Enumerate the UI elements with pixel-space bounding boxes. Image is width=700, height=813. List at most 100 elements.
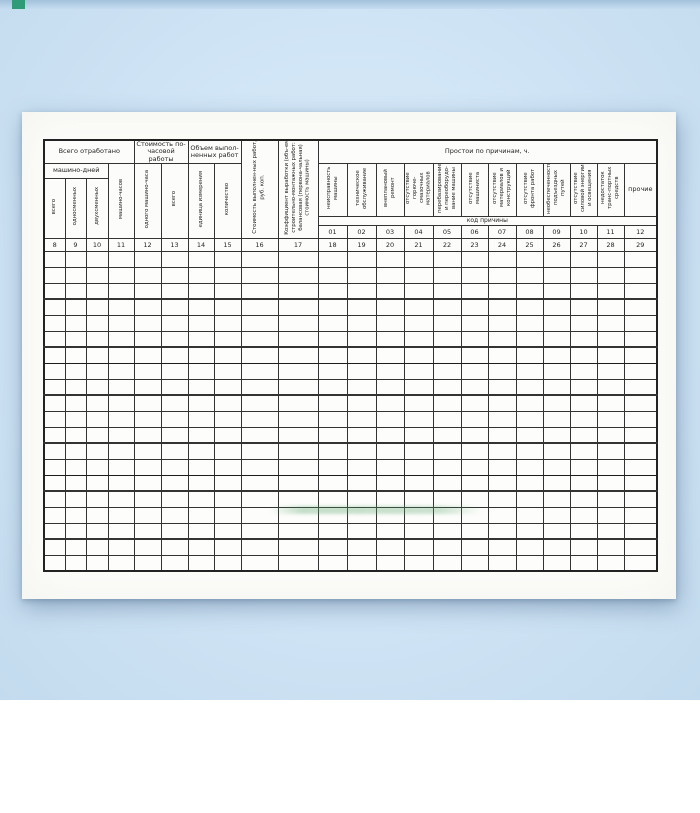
empty-cell [432, 426, 462, 445]
empty-cell [487, 378, 517, 397]
empty-cell [623, 506, 658, 524]
col-cause-unplanned-repair: внеплановый ремонт [375, 162, 405, 217]
empty-cell [569, 490, 598, 508]
empty-cell [107, 330, 135, 349]
cause-code-label: код причины [317, 215, 658, 226]
cause-code: 02 [346, 224, 377, 239]
empty-cell [240, 282, 279, 301]
empty-cell [542, 506, 571, 524]
empty-cell [487, 330, 517, 349]
empty-cell [277, 330, 319, 349]
empty-cell [213, 298, 242, 316]
empty-cell [346, 554, 377, 572]
empty-cell [277, 458, 319, 476]
empty-cell [432, 554, 462, 572]
empty-cell [160, 394, 189, 412]
empty-cell [160, 378, 189, 397]
empty-cell [187, 490, 215, 508]
empty-cell [432, 378, 462, 397]
empty-cell [346, 330, 377, 349]
empty-cell [160, 442, 189, 460]
empty-cell [213, 474, 242, 493]
empty-cell [515, 346, 544, 364]
col-cause-machine-failure: неисправность машины [317, 162, 348, 217]
empty-cell [432, 394, 462, 412]
empty-cell [187, 410, 215, 428]
empty-cell [160, 362, 189, 380]
empty-cell [277, 266, 319, 284]
empty-cell [240, 426, 279, 445]
empty-cell [240, 506, 279, 524]
empty-cell [240, 250, 279, 268]
empty-cell [43, 282, 66, 301]
table-row [43, 410, 658, 428]
empty-cell [569, 362, 598, 380]
empty-cell [432, 490, 462, 508]
empty-cell [213, 250, 242, 268]
empty-cell [187, 314, 215, 332]
col-cause-no-work-front: отсутствие фронта работ [515, 162, 544, 217]
empty-cell [43, 442, 66, 460]
empty-cell [460, 506, 489, 524]
empty-cell [346, 538, 377, 556]
empty-cell [85, 426, 109, 445]
empty-cell [213, 346, 242, 364]
empty-cell [133, 410, 162, 428]
empty-cell [187, 282, 215, 301]
empty-cell [160, 474, 189, 493]
empty-cell [515, 490, 544, 508]
col-cost-per-machine-hour: одного машино-часа [133, 162, 162, 239]
column-number: 14 [187, 237, 215, 252]
table-row [43, 426, 658, 445]
empty-cell [515, 506, 544, 524]
col-cause-no-operator: отсутствие машиниста [460, 162, 489, 217]
empty-cell [375, 522, 405, 541]
empty-cell [460, 362, 489, 380]
empty-cell [213, 266, 242, 284]
empty-cell [133, 490, 162, 508]
col-cause-no-materials: отсутствие материалов и конструкций [487, 162, 517, 217]
empty-cell [277, 378, 319, 397]
empty-cell [623, 522, 658, 541]
empty-cell [277, 362, 319, 380]
group-downtime: Простои по причинам, ч. [317, 139, 658, 164]
empty-cell [64, 554, 87, 572]
empty-cell [346, 410, 377, 428]
empty-cell [64, 442, 87, 460]
empty-cell [187, 554, 215, 572]
empty-cell [375, 346, 405, 364]
empty-cell [43, 346, 66, 364]
empty-cell [64, 522, 87, 541]
empty-cell [346, 394, 377, 412]
empty-cell [317, 474, 348, 493]
empty-cell [43, 490, 66, 508]
empty-cell [375, 410, 405, 428]
empty-cell [403, 538, 434, 556]
empty-cell [487, 250, 517, 268]
empty-cell [460, 474, 489, 493]
col-days-single-shift: односменных [64, 177, 87, 239]
col-machine-hours-label: машино-часов [117, 178, 124, 219]
empty-cell [432, 458, 462, 476]
empty-cell [133, 330, 162, 349]
empty-cell [487, 346, 517, 364]
empty-cell [187, 426, 215, 445]
empty-cell [43, 394, 66, 412]
empty-cell [85, 266, 109, 284]
empty-cell [213, 458, 242, 476]
empty-cell [623, 554, 658, 572]
empty-cell [623, 410, 658, 428]
empty-cell [187, 522, 215, 541]
empty-cell [623, 378, 658, 397]
empty-cell [623, 426, 658, 445]
empty-cell [432, 362, 462, 380]
empty-cell [277, 506, 319, 524]
empty-cell [623, 314, 658, 332]
empty-cell [569, 554, 598, 572]
empty-cell [515, 394, 544, 412]
empty-cell [515, 426, 544, 445]
table-row [43, 442, 658, 460]
empty-cell [160, 506, 189, 524]
empty-cell [240, 410, 279, 428]
empty-cell [133, 378, 162, 397]
